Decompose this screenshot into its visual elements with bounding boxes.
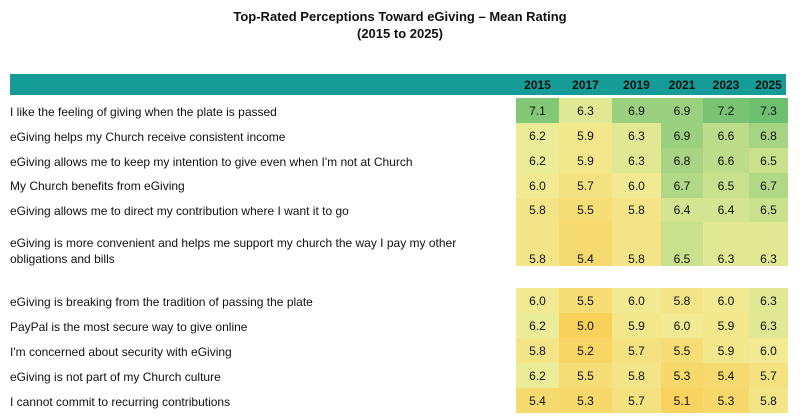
heatmap-cell: 5.3 [559,388,612,413]
heatmap-cell: 6.2 [516,313,559,338]
heatmap-cell: 7.1 [516,98,559,123]
row-label: eGiving allows me to keep my intention t… [10,155,413,169]
heatmap-cell: 6.0 [749,338,788,363]
column-header: 2017 [572,78,599,92]
heatmap-cell: 5.7 [559,173,612,198]
row-label: eGiving is breaking from the tradition o… [10,295,313,309]
row-label: eGiving is more convenient and helps me … [10,236,457,266]
heatmap-cell: 6.0 [612,288,661,313]
row-label: eGiving is not part of my Church culture [10,370,221,384]
heatmap-cell: 6.0 [661,313,703,338]
heatmap-cell: 6.0 [516,288,559,313]
heatmap-cell: 6.6 [703,148,749,173]
heatmap-cell: 5.7 [612,388,661,413]
heatmap-cell: 6.5 [703,173,749,198]
heatmap-cell: 5.5 [559,288,612,313]
heatmap-cell: 6.0 [612,173,661,198]
heatmap-cell: 6.3 [612,148,661,173]
heatmap-cell: 5.7 [749,363,788,388]
heatmap-cell: 6.0 [703,288,749,313]
heatmap-cell: 6.5 [749,198,788,222]
heatmap-cell: 5.7 [612,338,661,363]
heatmap-cell: 6.2 [516,148,559,173]
column-header: 2025 [755,78,782,92]
heatmap-cell: 6.0 [516,173,559,198]
row-label: eGiving allows me to direct my contribut… [10,204,349,218]
heatmap-cell: 6.9 [661,123,703,148]
heatmap-cell: 6.9 [612,98,661,123]
heatmap-cell: 5.5 [559,363,612,388]
heatmap-cell: 5.9 [703,313,749,338]
heatmap-cell: 5.4 [516,388,559,413]
heatmap-cell: 6.5 [661,222,703,266]
heatmap-cell: 5.8 [612,363,661,388]
heatmap-cell: 5.9 [612,313,661,338]
heatmap-cell: 5.9 [559,123,612,148]
heatmap-cell: 6.3 [612,123,661,148]
row-label: PayPal is the most secure way to give on… [10,320,248,334]
row-label: I cannot commit to recurring contributio… [10,395,231,409]
heatmap-cell: 6.4 [703,198,749,222]
heatmap-cell: 6.7 [661,173,703,198]
heatmap-cell: 6.3 [559,98,612,123]
heatmap-cell: 5.8 [516,338,559,363]
heatmap-cell: 6.4 [661,198,703,222]
heatmap-cell: 6.8 [661,148,703,173]
heatmap-cell: 6.5 [749,148,788,173]
heatmap-cell: 5.8 [749,388,788,413]
column-header: 2019 [623,78,650,92]
column-header: 2021 [668,78,696,92]
heatmap-cell: 5.5 [661,338,703,363]
heatmap-cell: 5.8 [516,198,559,222]
heatmap-cell: 6.2 [516,123,559,148]
row-label: My Church benefits from eGiving [10,179,185,193]
heatmap-cell: 5.3 [661,363,703,388]
heatmap-cell: 7.3 [749,98,788,123]
chart-title: Top-Rated Perceptions Toward eGiving – M… [233,9,567,24]
header-band [10,74,786,95]
heatmap-cell: 5.1 [661,388,703,413]
heatmap-cell: 6.3 [749,222,788,266]
row-label: I'm concerned about security with eGivin… [10,345,232,359]
heatmap-cell: 6.7 [749,173,788,198]
heatmap-cell: 5.4 [703,363,749,388]
heatmap-cell: 7.2 [703,98,749,123]
column-header: 2023 [712,78,740,92]
column-header: 2015 [524,78,551,92]
heatmap-cell: 6.9 [661,98,703,123]
heatmap-cell: 6.8 [749,123,788,148]
heatmap-cell: 6.3 [749,313,788,338]
heatmap-cell: 5.2 [559,338,612,363]
heatmap-cell: 5.8 [516,222,559,266]
row-label: I like the feeling of giving when the pl… [10,105,277,119]
heatmap-cell: 5.4 [559,222,612,266]
heatmap-cell: 5.3 [703,388,749,413]
heatmap-cell: 6.2 [516,363,559,388]
heatmap-cell: 5.0 [559,313,612,338]
heatmap-cell: 6.6 [703,123,749,148]
heatmap-cell: 5.5 [559,198,612,222]
heatmap-cell: 5.8 [661,288,703,313]
chart-subtitle: (2015 to 2025) [357,26,443,41]
heatmap-cell: 5.9 [703,338,749,363]
heatmap-cell: 5.8 [612,198,661,222]
heatmap-cell: 6.3 [749,288,788,313]
heatmap-cell: 5.9 [559,148,612,173]
heatmap-cell: 6.3 [703,222,749,266]
heatmap-cell: 5.8 [612,222,661,266]
row-label: eGiving helps my Church receive consiste… [10,130,286,144]
